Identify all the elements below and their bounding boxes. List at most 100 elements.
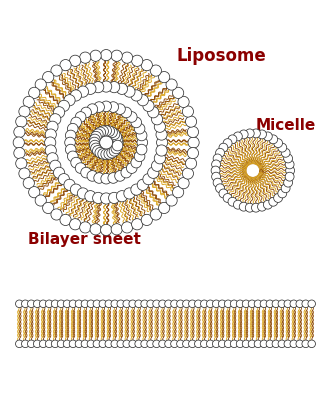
Circle shape: [219, 143, 228, 152]
Circle shape: [98, 126, 109, 136]
Circle shape: [152, 114, 163, 125]
Circle shape: [230, 300, 238, 308]
Circle shape: [207, 300, 214, 308]
Circle shape: [75, 340, 83, 348]
Circle shape: [45, 300, 53, 308]
Circle shape: [101, 81, 112, 92]
Circle shape: [116, 83, 127, 94]
Circle shape: [91, 143, 101, 154]
Circle shape: [189, 300, 196, 308]
Circle shape: [137, 137, 148, 148]
Circle shape: [115, 104, 125, 114]
Circle shape: [228, 135, 237, 144]
Circle shape: [248, 340, 256, 348]
Circle shape: [87, 300, 95, 308]
Circle shape: [134, 123, 145, 134]
Circle shape: [156, 145, 167, 156]
Circle shape: [239, 202, 248, 211]
Circle shape: [266, 300, 274, 308]
Circle shape: [91, 131, 101, 142]
Circle shape: [141, 300, 148, 308]
Circle shape: [63, 300, 71, 308]
Circle shape: [156, 129, 167, 140]
Text: Liposome: Liposome: [177, 47, 266, 65]
Circle shape: [43, 202, 54, 214]
Circle shape: [108, 102, 118, 112]
Circle shape: [213, 154, 222, 163]
Circle shape: [213, 340, 220, 348]
Circle shape: [85, 190, 96, 202]
Circle shape: [19, 106, 30, 117]
Circle shape: [70, 90, 81, 101]
Circle shape: [245, 203, 254, 212]
Circle shape: [228, 197, 237, 206]
Circle shape: [178, 96, 189, 107]
Circle shape: [141, 340, 148, 348]
Circle shape: [147, 300, 154, 308]
Circle shape: [77, 86, 88, 97]
Circle shape: [112, 140, 123, 151]
Circle shape: [105, 340, 113, 348]
Circle shape: [278, 340, 286, 348]
Circle shape: [131, 117, 142, 128]
Circle shape: [236, 300, 244, 308]
Circle shape: [308, 340, 315, 348]
Circle shape: [296, 340, 304, 348]
Circle shape: [272, 340, 280, 348]
Circle shape: [154, 153, 166, 164]
Circle shape: [286, 166, 295, 175]
Circle shape: [104, 126, 115, 136]
Circle shape: [245, 129, 254, 138]
Circle shape: [154, 121, 166, 132]
Circle shape: [66, 130, 76, 141]
Circle shape: [153, 300, 160, 308]
Circle shape: [58, 173, 70, 185]
Circle shape: [99, 300, 107, 308]
Circle shape: [47, 121, 58, 132]
Circle shape: [129, 340, 136, 348]
Circle shape: [131, 90, 142, 101]
Circle shape: [112, 134, 123, 145]
Circle shape: [85, 83, 96, 94]
Circle shape: [104, 149, 115, 159]
Circle shape: [45, 137, 56, 148]
Circle shape: [89, 134, 100, 145]
Circle shape: [16, 158, 27, 169]
Circle shape: [254, 300, 262, 308]
Circle shape: [43, 72, 54, 83]
Circle shape: [98, 149, 109, 159]
Circle shape: [123, 340, 130, 348]
Circle shape: [94, 173, 105, 183]
Circle shape: [22, 300, 29, 308]
Circle shape: [64, 94, 75, 106]
Circle shape: [281, 148, 290, 157]
Circle shape: [71, 117, 81, 128]
Circle shape: [87, 104, 98, 114]
Circle shape: [50, 114, 61, 125]
Circle shape: [177, 300, 184, 308]
Text: Bilayer sheet: Bilayer sheet: [28, 232, 141, 247]
Circle shape: [107, 127, 118, 138]
Circle shape: [252, 129, 260, 138]
Circle shape: [172, 186, 184, 198]
Circle shape: [81, 107, 91, 118]
Circle shape: [75, 112, 86, 122]
Circle shape: [93, 340, 101, 348]
Circle shape: [124, 188, 135, 199]
Circle shape: [111, 143, 122, 154]
Circle shape: [143, 100, 154, 112]
Circle shape: [284, 154, 293, 163]
Circle shape: [213, 300, 220, 308]
Circle shape: [111, 131, 122, 142]
Circle shape: [87, 340, 95, 348]
Circle shape: [66, 144, 76, 155]
Circle shape: [117, 300, 124, 308]
Circle shape: [69, 340, 77, 348]
Circle shape: [148, 167, 159, 178]
Circle shape: [14, 147, 25, 159]
Circle shape: [54, 167, 65, 178]
Circle shape: [51, 65, 62, 76]
Circle shape: [166, 195, 177, 206]
Circle shape: [45, 129, 56, 140]
Circle shape: [27, 340, 35, 348]
